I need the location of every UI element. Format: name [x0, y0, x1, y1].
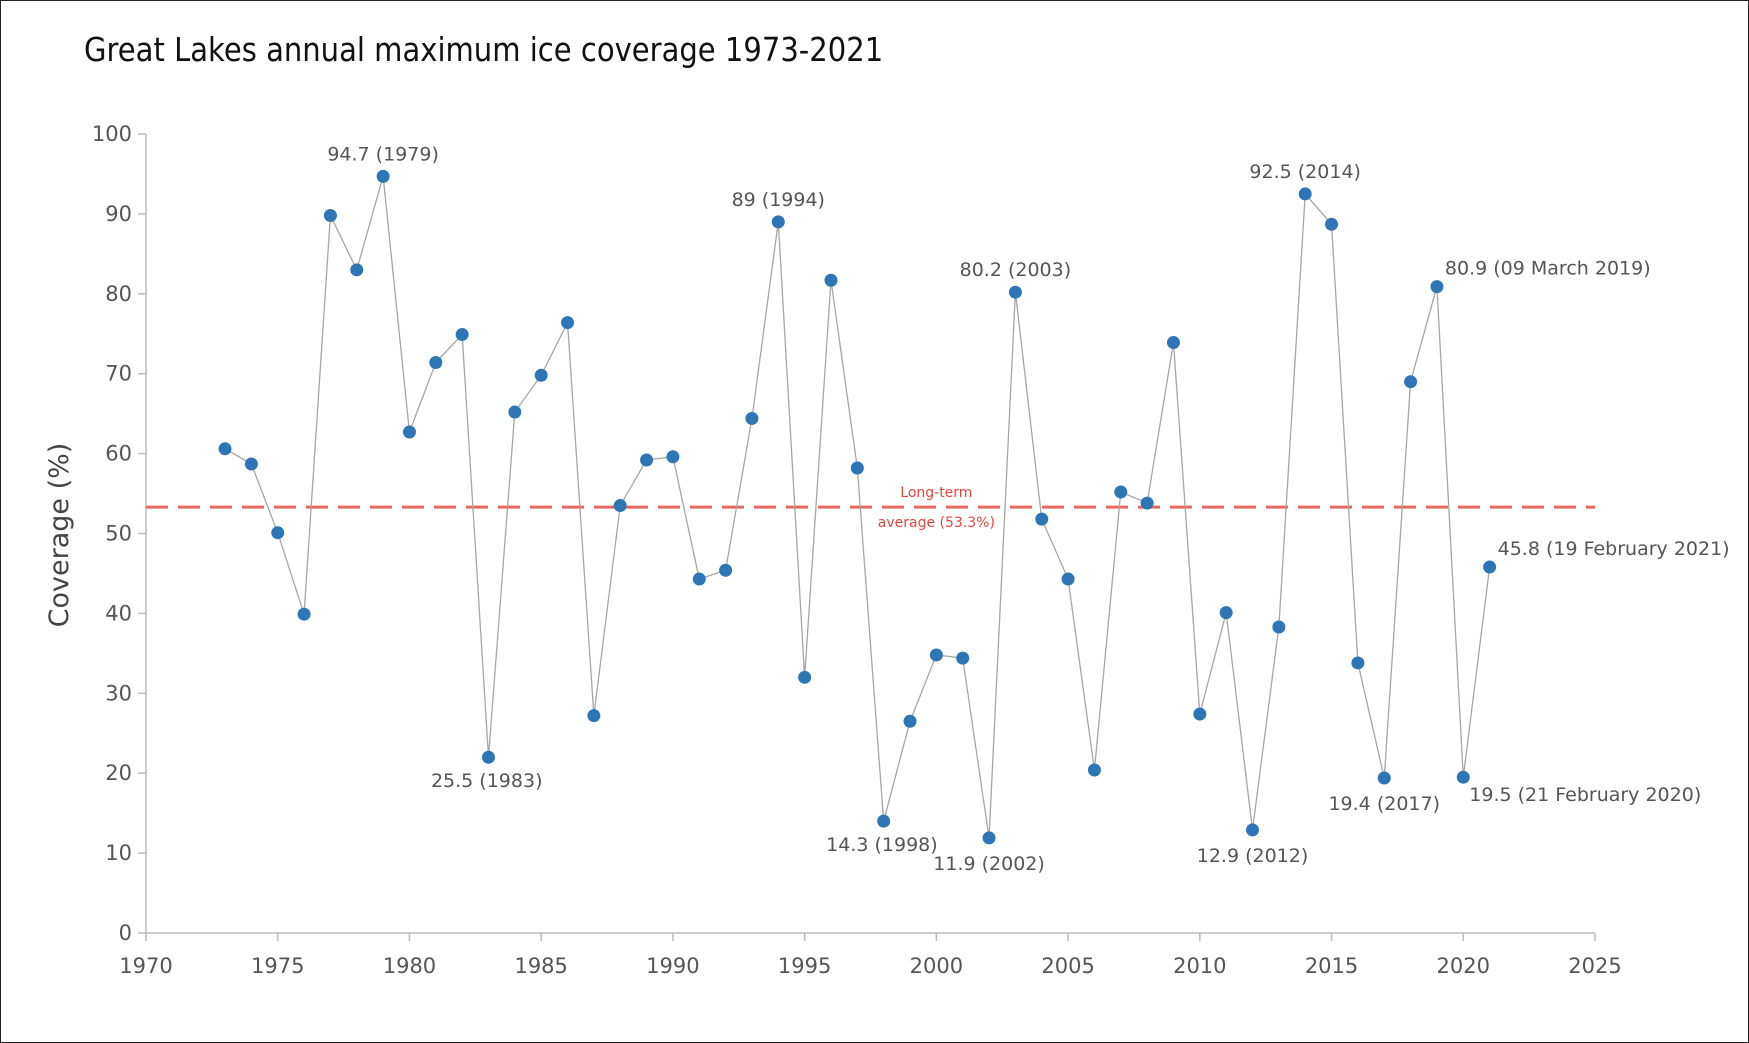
x-tick-label: 2000: [910, 954, 963, 978]
data-point: [1404, 375, 1418, 389]
y-tick-label: 10: [105, 841, 132, 865]
x-tick-label: 2005: [1041, 954, 1094, 978]
x-tick-label: 1990: [646, 954, 699, 978]
y-tick-label: 100: [92, 122, 132, 146]
average-label: Long-term: [900, 485, 972, 501]
data-point: [481, 750, 495, 764]
data-point: [561, 316, 575, 330]
data-point: [1272, 620, 1286, 634]
data-point: [244, 457, 258, 471]
data-annotation: 89 (1994): [732, 189, 825, 211]
data-point: [1246, 823, 1260, 837]
data-annotation: 80.2 (2003): [960, 259, 1072, 281]
data-point: [402, 425, 416, 439]
data-annotation: 92.5 (2014): [1249, 161, 1361, 183]
data-point: [350, 263, 364, 277]
data-point: [1325, 217, 1339, 231]
x-tick-label: 2020: [1437, 954, 1490, 978]
data-point: [271, 526, 285, 540]
data-point: [877, 814, 891, 828]
y-tick-label: 0: [119, 921, 132, 945]
average-line-group: Long-term average (53.3%): [146, 485, 1595, 531]
data-point: [587, 709, 601, 723]
data-point: [429, 356, 443, 370]
data-annotation: 14.3 (1998): [826, 834, 938, 856]
data-point: [218, 442, 232, 456]
data-point: [1298, 187, 1312, 201]
data-point: [1140, 496, 1154, 510]
data-annotation: 12.9 (2012): [1197, 845, 1309, 867]
data-point: [1087, 763, 1101, 777]
data-point: [745, 411, 759, 425]
data-point: [929, 648, 943, 662]
data-point: [1008, 285, 1022, 299]
data-point: [1035, 512, 1049, 526]
data-point: [1114, 485, 1128, 499]
data-point: [824, 273, 838, 287]
data-point: [1166, 336, 1180, 350]
annotations-group: 94.7 (1979) 25.5 (1983) 89 (1994) 14.3 (199…: [327, 143, 1729, 875]
data-point: [719, 563, 733, 577]
data-point: [1061, 572, 1075, 586]
series-group: [218, 169, 1497, 845]
data-point: [455, 328, 469, 342]
data-point: [323, 208, 337, 222]
data-point: [982, 831, 996, 845]
y-tick-label: 30: [105, 681, 132, 705]
data-point: [508, 405, 522, 419]
data-point: [640, 453, 654, 467]
data-point: [666, 450, 680, 464]
y-tick-label: 20: [105, 761, 132, 785]
y-tick-label: 90: [105, 202, 132, 226]
x-tick-label: 1975: [251, 954, 304, 978]
data-point: [956, 651, 970, 665]
data-point: [534, 368, 548, 382]
data-point: [1483, 560, 1497, 574]
data-point: [376, 169, 390, 183]
axes: 0 10 20 30 40 50 60 70 80 90 100 1970 1975 1980 1985 19…: [92, 122, 1622, 978]
y-tick-label: 60: [105, 442, 132, 466]
y-tick-label: 40: [105, 601, 132, 625]
x-tick-label: 1970: [119, 954, 172, 978]
x-tick-label: 1995: [778, 954, 831, 978]
data-point: [692, 572, 706, 586]
data-point: [903, 714, 917, 728]
x-tick-label: 1985: [514, 954, 567, 978]
data-annotation: 80.9 (09 March 2019): [1445, 258, 1651, 280]
data-point: [1219, 606, 1233, 620]
y-axis-label: Coverage (%): [44, 443, 75, 628]
data-point: [1351, 656, 1365, 670]
data-point: [1377, 771, 1391, 785]
data-point: [1456, 770, 1470, 784]
data-point: [771, 215, 785, 229]
data-annotation: 11.9 (2002): [933, 853, 1045, 875]
chart-title: Great Lakes annual maximum ice coverage …: [84, 30, 884, 69]
data-point: [1193, 707, 1207, 721]
data-point: [297, 607, 311, 621]
data-annotation: 19.4 (2017): [1328, 793, 1440, 815]
x-tick-label: 2025: [1568, 954, 1621, 978]
x-tick-label: 2015: [1305, 954, 1358, 978]
y-tick-label: 80: [105, 282, 132, 306]
data-point: [798, 670, 812, 684]
x-tick-label: 2010: [1173, 954, 1226, 978]
x-tick-label: 1980: [383, 954, 436, 978]
data-point: [613, 499, 627, 513]
data-annotation: 45.8 (19 February 2021): [1498, 538, 1730, 560]
data-annotation: 94.7 (1979): [327, 143, 439, 165]
data-point: [1430, 280, 1444, 294]
data-annotation: 19.5 (21 February 2020): [1469, 784, 1701, 806]
data-point: [850, 461, 864, 475]
average-label: average (53.3%): [878, 515, 995, 531]
y-tick-label: 70: [105, 362, 132, 386]
data-annotation: 25.5 (1983): [431, 770, 543, 792]
y-tick-label: 50: [105, 522, 132, 546]
